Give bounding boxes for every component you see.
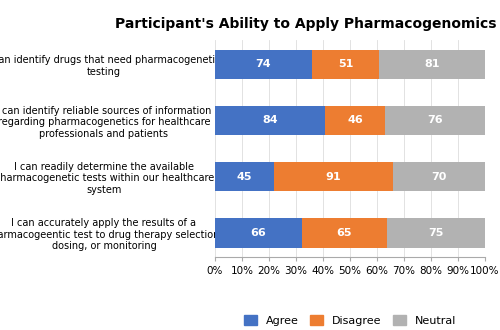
- Bar: [325, 106, 386, 135]
- Text: 66: 66: [250, 228, 266, 238]
- Bar: [312, 50, 379, 79]
- Bar: [215, 50, 312, 79]
- Bar: [379, 50, 485, 79]
- Title: Participant's Ability to Apply Pharmacogenomics in Practice: Participant's Ability to Apply Pharmacog…: [115, 17, 500, 31]
- Bar: [394, 162, 485, 191]
- Bar: [302, 218, 386, 248]
- Bar: [215, 218, 302, 248]
- Text: 81: 81: [424, 59, 440, 69]
- Text: 45: 45: [236, 172, 252, 182]
- Text: 70: 70: [432, 172, 447, 182]
- Text: 84: 84: [262, 115, 278, 125]
- Text: 51: 51: [338, 59, 353, 69]
- Text: 65: 65: [336, 228, 352, 238]
- Bar: [386, 218, 485, 248]
- Text: 91: 91: [326, 172, 342, 182]
- Bar: [386, 106, 485, 135]
- Bar: [215, 106, 325, 135]
- Text: 75: 75: [428, 228, 444, 238]
- Bar: [215, 162, 274, 191]
- Legend: Agree, Disagree, Neutral: Agree, Disagree, Neutral: [239, 311, 461, 330]
- Bar: [274, 162, 394, 191]
- Text: 76: 76: [428, 115, 443, 125]
- Text: 46: 46: [348, 115, 363, 125]
- Text: 74: 74: [256, 59, 272, 69]
